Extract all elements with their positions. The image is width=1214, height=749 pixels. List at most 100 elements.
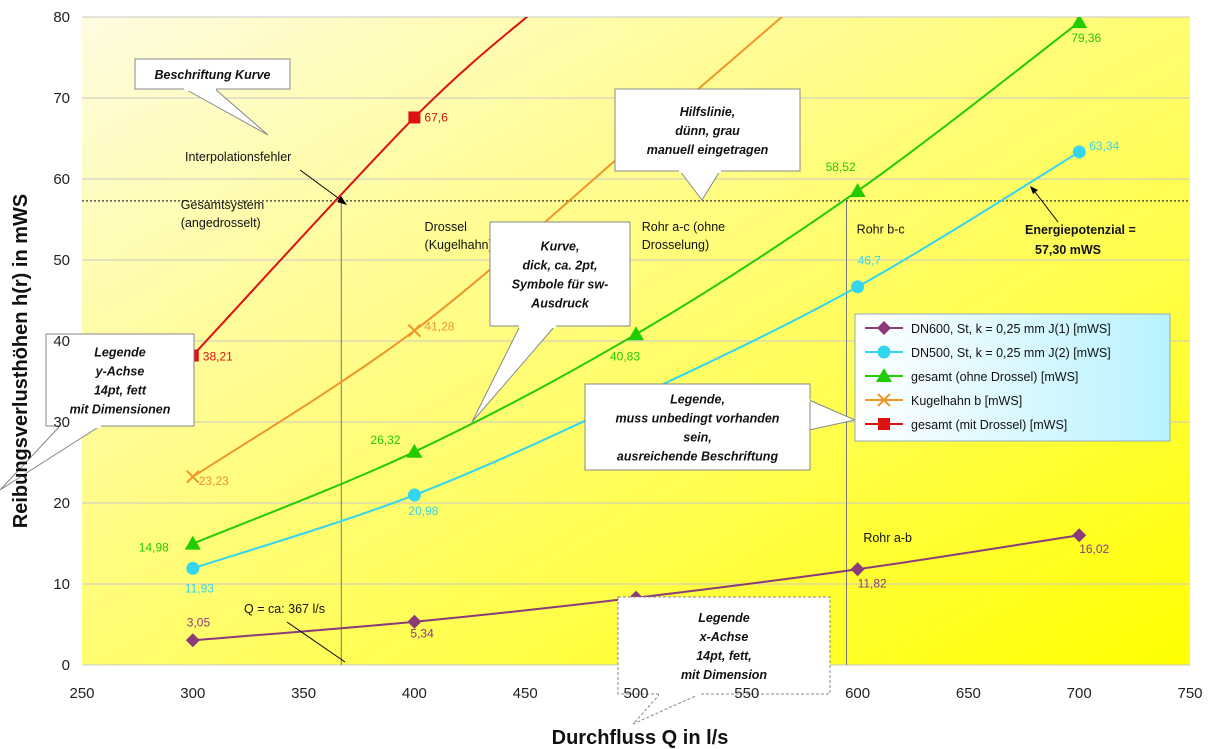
x-axis-title: Durchfluss Q in l/s — [552, 727, 729, 749]
x-tick-label: 300 — [180, 685, 205, 702]
callout-text: muss unbedingt vorhanden — [616, 412, 780, 426]
callout-box — [45, 333, 195, 427]
x-tick-label: 500 — [623, 685, 648, 702]
y-tick-label: 20 — [53, 495, 70, 512]
data-label: 40,83 — [610, 349, 640, 363]
region-label: Gesamtsystem — [181, 198, 264, 212]
y-tick-label: 50 — [53, 252, 70, 269]
y-tick-label: 80 — [53, 9, 70, 26]
y-tick-label: 30 — [53, 414, 70, 431]
diamond-marker — [1072, 528, 1087, 543]
callout-text: y-Achse — [95, 365, 145, 379]
callout-text: sein, — [683, 431, 712, 445]
data-label: 46,7 — [858, 254, 882, 268]
legend-box — [854, 313, 1171, 442]
region-label: Drosselung) — [642, 238, 709, 252]
callout-text: Symbole für sw- — [512, 278, 609, 292]
callout-seam — [184, 88, 216, 91]
callout-seam — [679, 170, 721, 173]
arrowhead — [337, 196, 347, 205]
region-label: Rohr a-c (ohne — [642, 220, 725, 234]
legend-item: Kugelhahn b [mWS] — [911, 394, 1022, 408]
region-label: (Kugelhahn) — [425, 238, 493, 252]
data-label: 38,21 — [203, 349, 233, 363]
triangle-marker — [1071, 17, 1088, 29]
callout-seam — [519, 325, 556, 328]
callout-text: 14pt, fett — [94, 384, 147, 398]
callout-text: Ausdruck — [530, 297, 590, 311]
y-axis-title: Reibungsverlusthöhen h(r) in mWS — [10, 194, 32, 528]
square-marker — [878, 418, 890, 430]
square-marker — [408, 111, 421, 124]
data-label: 5,34 — [410, 627, 434, 641]
data-label: 79,36 — [1071, 31, 1101, 45]
callout-text: x-Achse — [699, 630, 749, 644]
callout-text: Hilfslinie, — [680, 105, 736, 119]
callout-seam — [808, 399, 810, 402]
triangle-marker — [406, 443, 423, 458]
region-label: Rohr a-b — [863, 531, 912, 545]
circle-marker — [407, 488, 421, 502]
callout-box — [617, 596, 831, 695]
data-label: 20,98 — [408, 504, 438, 518]
triangle-marker — [628, 326, 644, 341]
callout-seam — [59, 425, 101, 428]
y-tick-label: 0 — [62, 657, 70, 674]
callout-text: dick, ca. 2pt, — [522, 259, 597, 273]
legend-item: gesamt (ohne Drossel) [mWS] — [911, 370, 1078, 384]
data-label: 63,34 — [1089, 139, 1119, 153]
series-line — [192, 17, 529, 357]
callout-pointer — [632, 693, 701, 725]
q-arrow — [286, 621, 346, 663]
q-label: Q = ca: 367 l/s — [244, 602, 325, 616]
circle-marker — [186, 561, 200, 575]
energy-arrow — [1031, 187, 1059, 223]
diamond-marker — [877, 321, 891, 335]
arrowhead — [1030, 186, 1038, 194]
y-tick-label: 70 — [53, 90, 70, 107]
callout-text: Beschriftung Kurve — [155, 68, 271, 82]
callout-text: mit Dimension — [681, 668, 767, 682]
data-label: 41,28 — [424, 320, 454, 334]
callout-text: manuell eingetragen — [647, 143, 769, 157]
callout-box — [489, 221, 631, 327]
x-marker — [407, 323, 422, 338]
data-label: 11,82 — [858, 576, 887, 590]
x-marker — [877, 393, 891, 407]
callout-text: dünn, grau — [675, 124, 740, 138]
legend-item: DN600, St, k = 0,25 mm J(1) [mWS] — [911, 322, 1111, 336]
x-tick-label: 600 — [845, 685, 870, 702]
interpolation-arrow — [299, 169, 346, 204]
callout-text: Kurve, — [541, 240, 580, 254]
triangle-marker — [184, 535, 201, 550]
x-tick-label: 550 — [734, 685, 759, 702]
callout-box — [584, 383, 811, 471]
data-label: 11,93 — [185, 581, 214, 595]
callout-seam — [659, 693, 701, 696]
x-tick-label: 650 — [956, 685, 981, 702]
legend-item: DN500, St, k = 0,25 mm J(2) [mWS] — [911, 346, 1111, 360]
circle-marker — [1072, 145, 1086, 159]
y-tick-label: 60 — [53, 171, 70, 188]
callout-box — [614, 88, 801, 172]
interpolation-label: Interpolationsfehler — [185, 150, 291, 164]
diamond-marker — [407, 614, 422, 629]
x-tick-label: 250 — [69, 685, 94, 702]
callout-text: 14pt, fett, — [696, 649, 752, 663]
triangle-marker — [849, 182, 866, 197]
callout-text: ausreichende Beschriftung — [617, 450, 779, 464]
circle-marker — [877, 345, 891, 359]
diamond-marker — [185, 633, 200, 648]
data-label: 26,32 — [370, 433, 400, 447]
data-label: 16,02 — [1079, 542, 1109, 556]
triangle-marker — [876, 368, 892, 382]
x-tick-label: 400 — [402, 685, 427, 702]
callout-text: mit Dimensionen — [70, 403, 171, 417]
x-tick-label: 750 — [1177, 685, 1202, 702]
x-tick-label: 700 — [1067, 685, 1092, 702]
legend-item: gesamt (mit Drossel) [mWS] — [911, 418, 1067, 432]
data-label: 14,98 — [139, 541, 169, 555]
region-label: Rohr b-c — [857, 222, 905, 236]
callout-text: Legende — [698, 611, 749, 625]
